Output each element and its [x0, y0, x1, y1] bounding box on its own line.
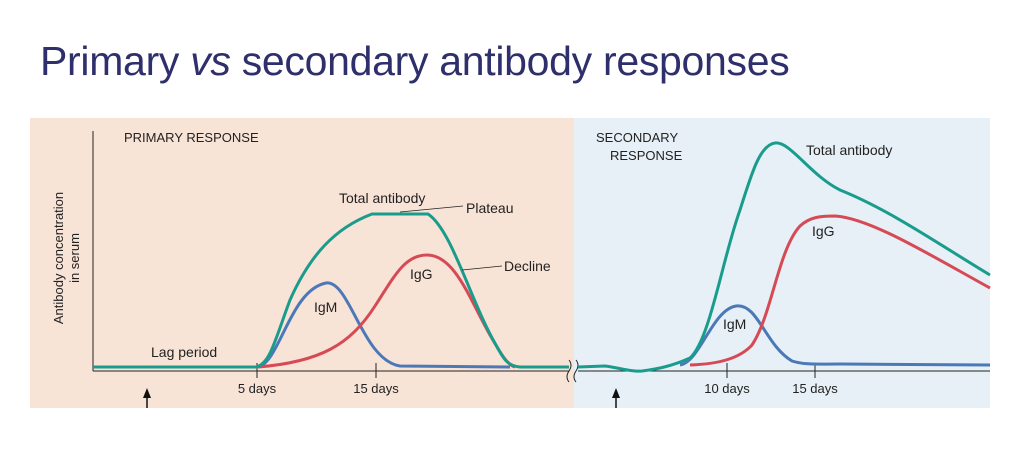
secondary-igg-label: IgG [812, 223, 835, 239]
primary-igm-label: IgM [314, 299, 337, 315]
decline-label: Decline [504, 258, 551, 274]
y-axis-label-line2: in serum [67, 233, 82, 283]
antigen-exposure-arrow-primary [143, 388, 151, 408]
primary-igm-curve [257, 281, 511, 369]
lag-period-label: Lag period [151, 344, 217, 360]
title-part-1: Primary [40, 38, 191, 84]
primary-igg-label: IgG [410, 266, 433, 282]
title-italic-vs: vs [190, 38, 231, 84]
tick-label-5-days: 5 days [238, 381, 277, 396]
slide-title: Primary vs secondary antibody responses [40, 38, 790, 85]
antigen-exposure-arrow-secondary [612, 388, 620, 408]
secondary-response-heading-line2: RESPONSE [610, 148, 683, 163]
tick-label-15-days-primary: 15 days [353, 381, 399, 396]
axis-break-left [566, 359, 572, 383]
y-axis-label-line1: Antibody concentration [51, 192, 66, 324]
primary-response-heading: PRIMARY RESPONSE [124, 130, 259, 145]
primary-total-antibody-label: Total antibody [339, 190, 425, 206]
primary-panel-background [30, 118, 574, 408]
secondary-response-heading-line1: SECONDARY [596, 130, 678, 145]
secondary-igm-label: IgM [723, 316, 746, 332]
title-part-2: secondary antibody responses [230, 38, 790, 84]
axis-break-right [573, 359, 579, 383]
secondary-igg-curve [689, 214, 991, 367]
decline-leader-line [461, 265, 503, 271]
plateau-label: Plateau [466, 200, 513, 216]
plateau-leader-line [399, 205, 464, 213]
tick-label-15-days-secondary: 15 days [792, 381, 838, 396]
secondary-total-curve [577, 141, 991, 373]
secondary-igm-curve [679, 304, 991, 367]
tick-label-10-days: 10 days [704, 381, 750, 396]
primary-total-curve [93, 212, 569, 369]
secondary-total-antibody-label: Total antibody [806, 142, 892, 158]
